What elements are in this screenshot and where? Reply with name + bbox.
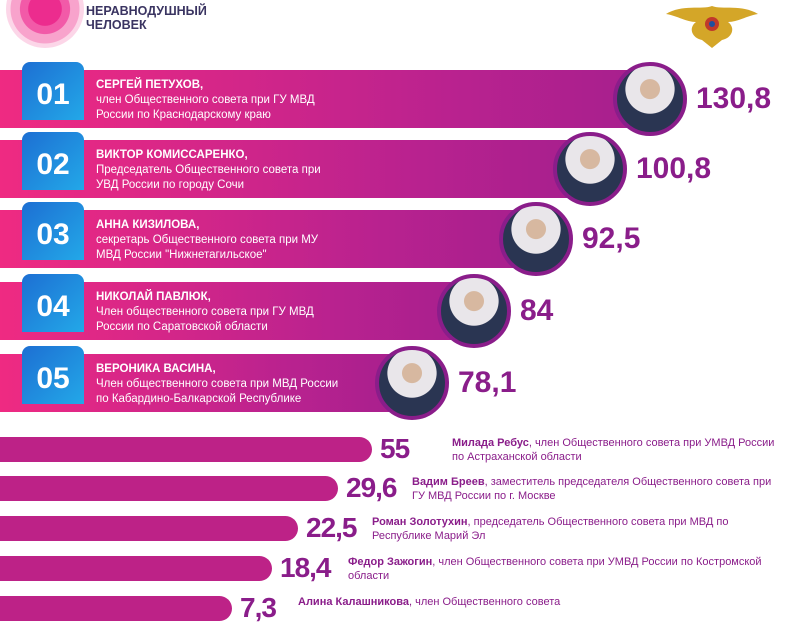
bar: 01 СЕРГЕЙ ПЕТУХОВ, член Общественного со… — [0, 62, 650, 128]
person-role-line2: России по Саратовской области — [96, 321, 268, 333]
bar-label: Алина Калашникова, член Общественного со… — [298, 595, 780, 609]
person-name: Вадим Бреев — [412, 476, 485, 488]
bar-label: Роман Золотухин, председатель Общественн… — [372, 515, 780, 543]
person-photo — [499, 202, 573, 276]
person-photo — [375, 346, 449, 420]
person-role-line2: УВД России по городу Сочи — [96, 179, 245, 191]
bar — [0, 476, 338, 501]
person-name: СЕРГЕЙ ПЕТУХОВ, — [96, 79, 204, 91]
person-name: НИКОЛАЙ ПАВЛЮК, — [96, 291, 211, 303]
person-role-line1: секретарь Общественного совета при МУ — [96, 234, 319, 246]
person-role-line1: член Общественного совета при ГУ МВД — [96, 94, 315, 106]
data-label: 78,1 — [458, 366, 517, 399]
bar: 05 ВЕРОНИКА ВАСИНА, Член общественного с… — [0, 346, 412, 412]
person-role-line2: России по Краснодарскому краю — [96, 109, 271, 121]
person-role: , член Общественного совета при УМВД Рос… — [348, 556, 762, 582]
bar-label: НИКОЛАЙ ПАВЛЮК, Член общественного совет… — [96, 290, 314, 335]
bar-label: Милада Ребус, член Общественного совета … — [452, 436, 780, 464]
bar: 02 ВИКТОР КОМИССАРЕНКО, Председатель Общ… — [0, 132, 590, 198]
rank-badge: 04 — [22, 274, 84, 332]
data-label: 18,4 — [280, 552, 331, 583]
bar-label: Вадим Бреев, заместитель председателя Об… — [412, 475, 780, 503]
person-role-line1: Председатель Общественного совета при — [96, 164, 321, 176]
person-role-line1: Член общественного совета при ГУ МВД — [96, 306, 314, 318]
person-name: Роман Золотухин — [372, 516, 468, 528]
data-label: 130,8 — [696, 82, 772, 115]
person-name: ВЕРОНИКА ВАСИНА, — [96, 363, 216, 375]
person-role: , член Общественного совета — [408, 596, 561, 608]
person-photo — [437, 274, 511, 348]
person-name: Милада Ребус — [452, 437, 529, 449]
rank-badge: 02 — [22, 132, 84, 190]
rank-badge: 01 — [22, 62, 84, 120]
data-label: 29,6 — [346, 472, 397, 503]
bar — [0, 516, 298, 541]
data-label: 7,3 — [240, 592, 277, 623]
data-label: 55 — [380, 433, 410, 464]
person-name: Алина Калашникова — [298, 596, 409, 608]
person-role: , заместитель председателя Общественного… — [412, 476, 772, 502]
brand-title: НЕРАВНОДУШНЫЙ ЧЕЛОВЕК — [86, 4, 207, 32]
bar-label: Федор Зажогин, член Общественного совета… — [348, 555, 780, 583]
rank-badge: 03 — [22, 202, 84, 260]
person-name: АННА КИЗИЛОВА, — [96, 219, 200, 231]
person-role-line1: Член общественного совета при МВД России — [96, 378, 339, 390]
bar — [0, 556, 272, 581]
bar: 04 НИКОЛАЙ ПАВЛЮК, Член общественного со… — [0, 274, 474, 340]
rank-badge: 05 — [22, 346, 84, 404]
data-label: 84 — [520, 294, 554, 327]
bar-label: ВЕРОНИКА ВАСИНА, Член общественного сове… — [96, 362, 338, 407]
data-label: 22,5 — [306, 512, 357, 543]
bar-label: ВИКТОР КОМИССАРЕНКО, Председатель Общест… — [96, 148, 321, 193]
person-role-line2: по Кабардино-Балкарской Республике — [96, 393, 302, 405]
person-role-line2: МВД России "Нижнетагильское" — [96, 249, 267, 261]
bar — [0, 437, 372, 462]
brand-line-1: НЕРАВНОДУШНЫЙ — [86, 4, 207, 18]
person-name: Федор Зажогин — [348, 556, 433, 568]
brand-line-2: ЧЕЛОВЕК — [86, 18, 147, 32]
data-label: 92,5 — [582, 222, 641, 255]
bar-label: СЕРГЕЙ ПЕТУХОВ, член Общественного совет… — [96, 78, 315, 123]
mvd-emblem-icon — [666, 6, 758, 48]
data-label: 100,8 — [636, 152, 712, 185]
bar: 03 АННА КИЗИЛОВА, секретарь Общественног… — [0, 202, 536, 268]
brand-logo — [6, 0, 84, 48]
person-name: ВИКТОР КОМИССАРЕНКО, — [96, 149, 248, 161]
bar-label: АННА КИЗИЛОВА, секретарь Общественного с… — [96, 218, 318, 263]
person-photo — [553, 132, 627, 206]
person-role: , член Общественного совета при УМВД Рос… — [452, 437, 775, 463]
person-role: , председатель Общественного совета при … — [372, 516, 729, 542]
person-photo — [613, 62, 687, 136]
